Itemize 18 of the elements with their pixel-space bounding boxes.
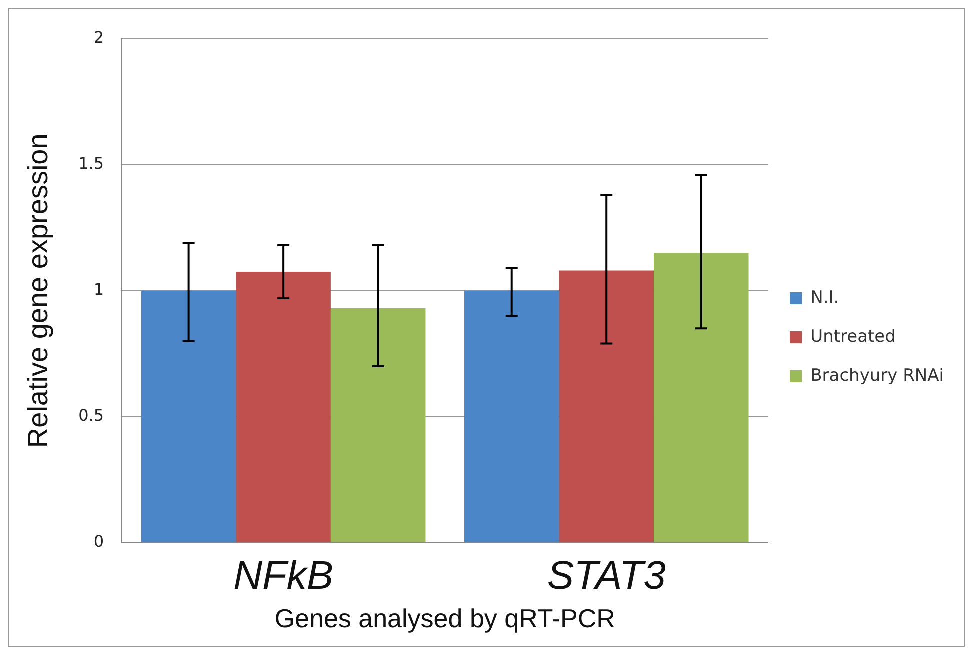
- x-tick-label: NFkB: [234, 554, 334, 598]
- y-tick-label: 0.5: [78, 406, 104, 426]
- bar: [559, 270, 654, 542]
- y-tick-label: 2: [94, 28, 104, 48]
- legend-label: N.I.: [810, 288, 840, 308]
- y-tick-label: 1: [94, 280, 104, 300]
- bar: [330, 308, 426, 542]
- bar: [236, 272, 331, 542]
- bar: [654, 253, 749, 542]
- y-axis-title: Relative gene expression: [22, 134, 54, 448]
- y-tick-label: 1.5: [78, 154, 104, 174]
- y-tick-label: 0: [94, 532, 104, 551]
- bar: [141, 290, 236, 542]
- legend-label: Brachyury RNAi: [810, 366, 944, 386]
- x-tick-label: STAT3: [547, 554, 666, 598]
- x-axis-title: Genes analysed by qRT-PCR: [274, 604, 616, 634]
- bar: [464, 290, 560, 542]
- legend-label: Untreated: [810, 326, 896, 347]
